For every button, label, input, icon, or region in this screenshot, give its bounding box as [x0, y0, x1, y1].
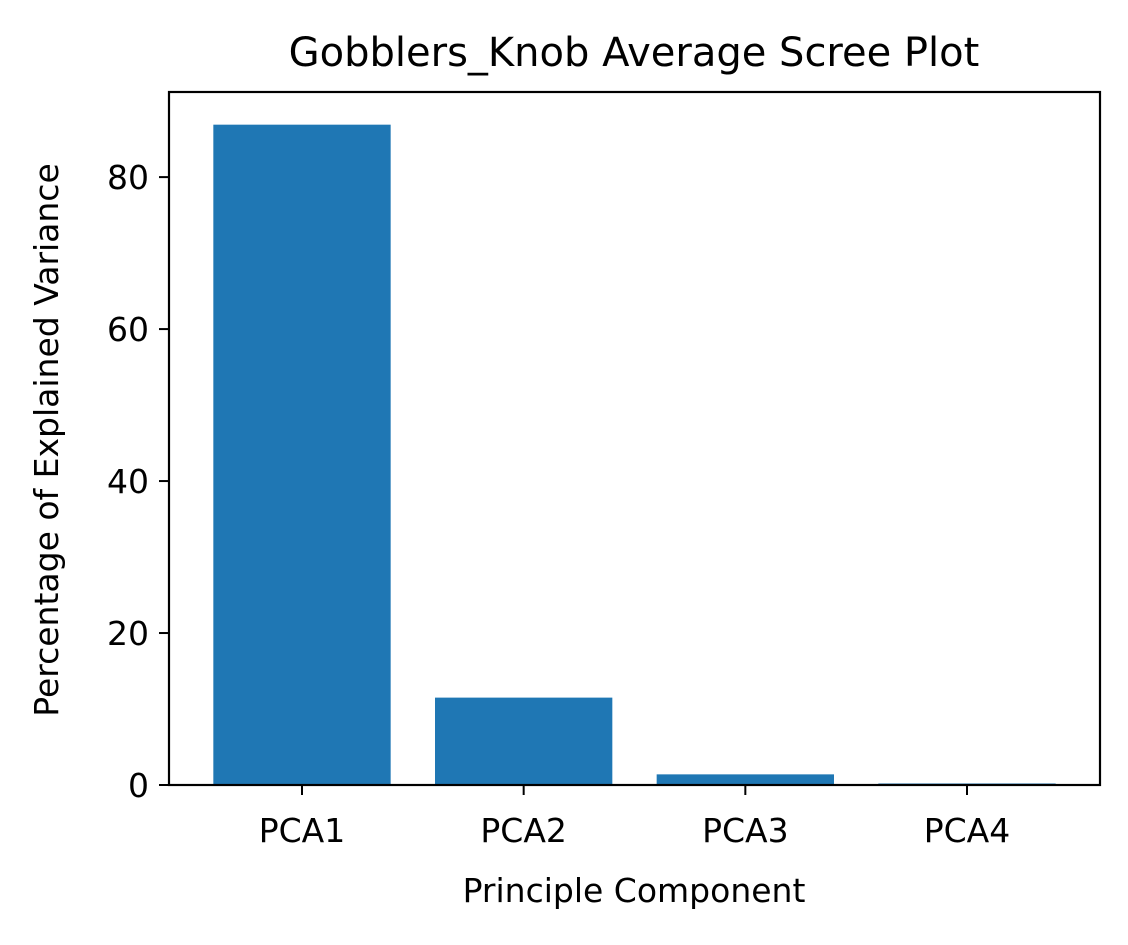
- plot-frame: [167, 90, 1102, 787]
- y-tick-label: 40: [107, 462, 149, 501]
- chart-title: Gobblers_Knob Average Scree Plot: [289, 30, 980, 76]
- x-tick-label: PCA1: [259, 811, 346, 850]
- plot-area: [167, 90, 1102, 787]
- x-tick-label: PCA3: [702, 811, 789, 850]
- y-tick-label: 60: [107, 310, 149, 349]
- x-axis: PCA1 PCA2 PCA3 PCA4: [259, 785, 1011, 850]
- bar-pca2: [435, 697, 613, 785]
- y-tick-label: 0: [128, 766, 149, 805]
- y-axis-label: Percentage of Explained Variance: [27, 163, 66, 717]
- x-tick-label: PCA4: [924, 811, 1011, 850]
- x-tick-label: PCA2: [480, 811, 567, 850]
- bar-pca3: [656, 774, 834, 785]
- y-tick-label: 80: [107, 158, 149, 197]
- y-tick-label: 20: [107, 614, 149, 653]
- x-axis-label: Principle Component: [463, 871, 806, 910]
- bar-pca1: [213, 124, 391, 786]
- y-axis: 0 20 40 60 80: [107, 158, 169, 805]
